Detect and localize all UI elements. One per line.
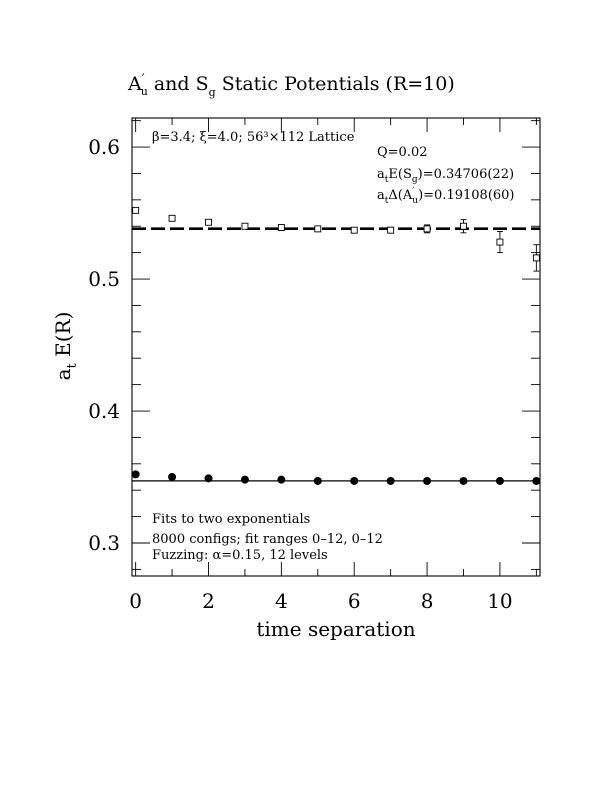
ylabel-e-of-r: E(R) (51, 312, 75, 364)
chart-title: A′ u and Sg Static Potentials (R=10) (127, 72, 455, 99)
configs-annotation: 8000 configs; fit ranges 0–12, 0–12 (152, 532, 383, 547)
fuzzing-annotation: Fuzzing: α=0.15, 12 levels (152, 548, 328, 563)
y-tick-label: 0.3 (88, 531, 120, 555)
x-tick-label: 6 (348, 589, 361, 613)
data-point-circle (277, 475, 286, 484)
x-tick-label: 2 (202, 589, 215, 613)
data-point-square (168, 214, 176, 222)
lattice-annotation: β=3.4; ξ=4.0; 56³×112 Lattice (152, 130, 355, 145)
fit-lines (132, 227, 540, 482)
x-tick-label: 8 (421, 589, 434, 613)
data-point-circle (495, 476, 504, 485)
x-axis-label: time separation (256, 617, 415, 641)
x-tick-label: 0 (129, 589, 142, 613)
y-axis-label: at E(R) (51, 312, 80, 381)
title-a-symbol: A (127, 73, 142, 95)
x-tick-label: 10 (487, 589, 512, 613)
data-point-circle (204, 474, 213, 483)
data-point-square (350, 226, 358, 234)
data-point-circle (459, 476, 468, 485)
data-point-circle (240, 475, 249, 484)
data-point-square (241, 222, 249, 230)
title-and-s: and S (148, 73, 209, 95)
data-points (131, 206, 541, 485)
tick-labels: 0 2 4 6 8 10 0.3 0.4 0.5 0.6 (88, 135, 512, 613)
data-point-square (205, 218, 212, 226)
data-point-circle (386, 476, 395, 485)
data-point-circle (532, 476, 541, 485)
data-point-circle (131, 470, 140, 479)
fits-annotation: Fits to two exponentials (152, 512, 310, 527)
gap-annotation: atΔ(A′ u)=0.19108(60) (377, 187, 515, 206)
data-point-square (277, 224, 285, 232)
y-tick-label: 0.4 (88, 399, 120, 423)
title-g-subscript: g (209, 86, 216, 99)
y-tick-label: 0.5 (88, 267, 120, 291)
ylabel-a: a (51, 368, 75, 380)
data-point-square (132, 206, 140, 214)
title-u-subscript: u (141, 85, 148, 98)
y-tick-label: 0.6 (88, 135, 120, 159)
data-point-square (532, 254, 540, 262)
q-annotation: Q=0.02 (377, 145, 428, 160)
energy-annotation: atE(Sg)=0.34706(22) (377, 167, 514, 185)
data-point-square (423, 225, 431, 233)
title-rest: Static Potentials (R=10) (216, 73, 455, 95)
data-point-square (387, 226, 395, 234)
data-point-circle (350, 476, 359, 485)
title-prime: ′ (142, 72, 145, 87)
data-point-square (314, 225, 322, 233)
axis-ticks (132, 118, 540, 576)
plot-frame (131, 117, 541, 577)
data-point-circle (168, 473, 177, 482)
data-point-circle (423, 476, 432, 485)
data-point-square (460, 222, 467, 230)
data-point-circle (313, 476, 322, 485)
x-tick-label: 4 (275, 589, 288, 613)
data-point-square (496, 238, 504, 246)
ylabel-t-subscript: t (65, 362, 80, 368)
